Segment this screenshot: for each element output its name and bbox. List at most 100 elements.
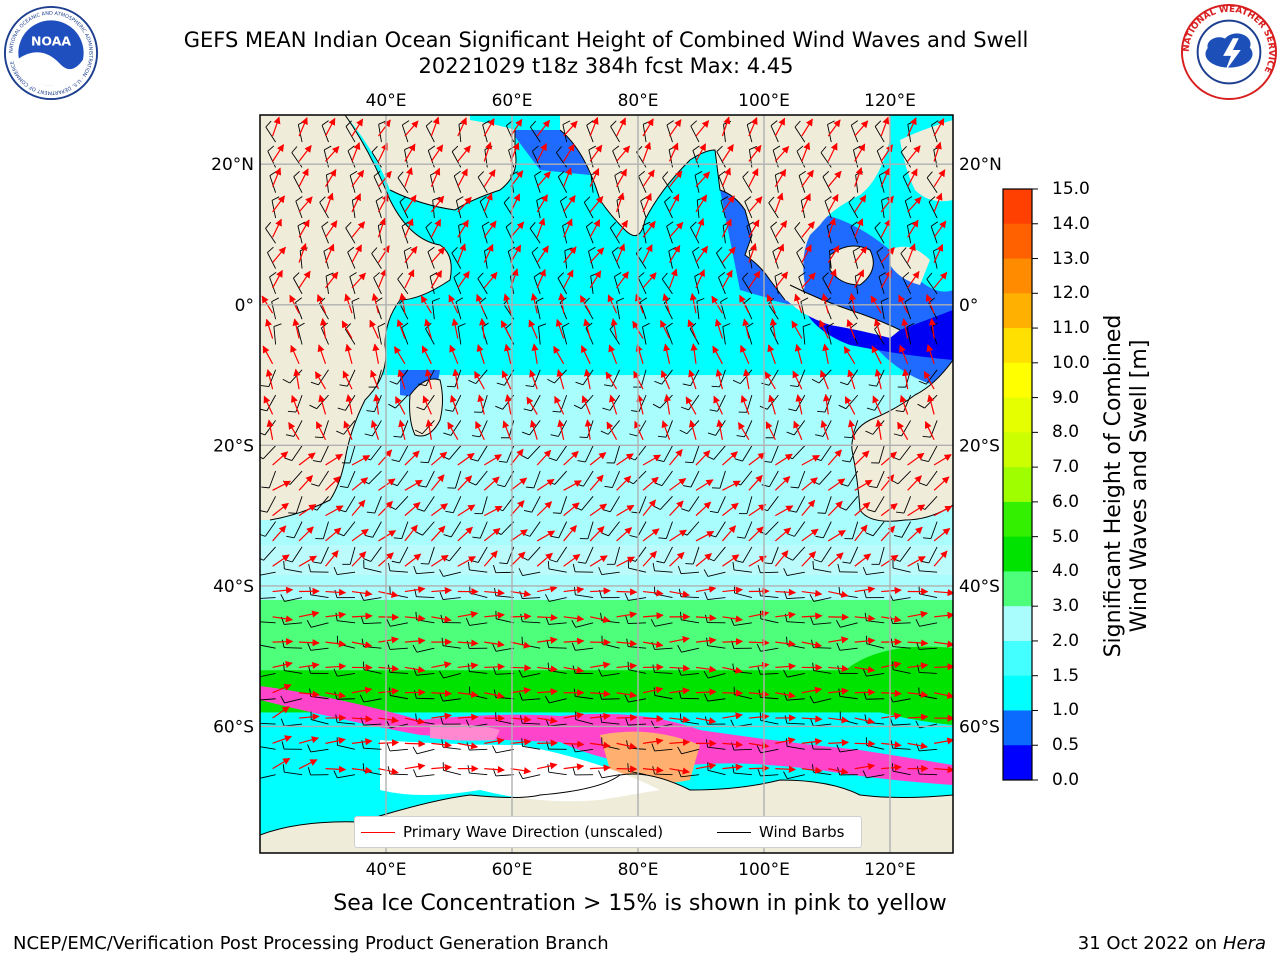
wind-barb-shaft — [458, 124, 462, 143]
wind-barb-flag — [306, 620, 312, 628]
wind-barb-flag — [732, 765, 735, 774]
wind-barb-shaft — [416, 774, 435, 778]
map-legend: Primary Wave Direction (unscaled) Wind B… — [354, 816, 862, 848]
wind-barb-flag — [917, 403, 925, 409]
wind-barb-flag — [492, 666, 497, 675]
wind-barb-flag — [371, 145, 378, 153]
wind-barb-flag — [922, 537, 931, 539]
wind-barb-shaft — [310, 748, 329, 753]
wave-arrow — [928, 317, 936, 339]
wind-barb-shaft — [899, 445, 911, 461]
wave-arrow — [933, 192, 943, 213]
wave-arrow — [457, 610, 479, 618]
wind-barb-flag — [271, 297, 279, 303]
wind-barb-shaft — [399, 546, 409, 564]
wind-barb-flag — [414, 690, 417, 699]
wind-barb-shaft — [454, 369, 462, 387]
wave-arrow — [457, 243, 466, 263]
wave-arrow — [874, 368, 882, 390]
wave-arrow — [424, 368, 432, 390]
wind-barb-flag — [817, 512, 826, 514]
wind-barb-shaft — [349, 175, 356, 193]
wave-arrow — [801, 118, 813, 137]
wind-barb-shaft — [427, 251, 435, 269]
wave-arrow — [616, 527, 633, 542]
wind-barb-flag — [600, 430, 609, 435]
wave-arrow — [801, 589, 823, 597]
wind-barb-shaft — [336, 698, 355, 700]
wave-arrow — [854, 269, 865, 289]
wave-arrow — [854, 218, 864, 238]
wave-arrow — [695, 245, 709, 263]
wave-arrow — [483, 169, 496, 188]
wave-arrow — [933, 169, 946, 188]
wave-arrow — [695, 585, 717, 593]
wind-barb-shaft — [475, 369, 488, 384]
wind-barb-flag — [425, 221, 432, 228]
wave-arrow — [430, 451, 448, 466]
wind-barb-shaft — [633, 470, 647, 485]
wave-arrow — [351, 641, 373, 649]
wave-arrow — [537, 665, 558, 673]
wind-barb-flag — [629, 433, 638, 437]
wind-barb-shaft — [930, 226, 938, 244]
wind-barb-shaft — [337, 774, 356, 779]
wind-barb-shaft — [425, 125, 435, 143]
wind-barb-flag — [467, 561, 470, 570]
wind-barb-flag — [783, 771, 788, 779]
wave-arrow — [589, 219, 601, 238]
colorbar-segment — [1003, 501, 1032, 538]
wind-barb-flag — [465, 719, 470, 728]
wave-arrow — [828, 767, 849, 775]
wave-arrow — [431, 689, 453, 698]
wave-arrow — [563, 143, 575, 162]
wind-barb-flag — [679, 713, 682, 722]
wind-barb-shaft — [686, 521, 700, 536]
wind-barb-flag — [866, 407, 875, 411]
wind-barb-flag — [918, 380, 927, 385]
wind-barb-shaft — [295, 200, 303, 219]
colorbar-segment — [1003, 397, 1032, 433]
wind-barb-shaft — [495, 571, 514, 574]
wind-barb-flag — [440, 716, 444, 725]
wind-barb-flag — [389, 380, 398, 385]
wave-arrow — [695, 171, 711, 188]
wind-barb-flag — [260, 432, 266, 436]
wind-barb-flag — [360, 615, 364, 624]
wind-barb-shaft — [416, 571, 435, 575]
wind-barb-flag — [768, 196, 775, 204]
wind-barb-flag — [709, 510, 718, 514]
wave-arrow — [342, 370, 353, 390]
wind-barb-flag — [575, 381, 584, 386]
wind-barb-flag — [794, 222, 801, 229]
title-line-2: 20221029 t18z 384h fcst Max: 4.45 — [418, 54, 794, 78]
wave-arrow — [396, 319, 406, 339]
wind-barb-flag — [386, 641, 391, 650]
wave-arrow — [457, 526, 473, 542]
wind-barb-shaft — [601, 673, 620, 677]
wind-barb-shaft — [372, 521, 382, 538]
wave-arrow — [616, 662, 638, 670]
wave-arrow — [325, 588, 347, 596]
wave-arrow — [907, 504, 926, 517]
colorbar-tick-label: 9.0 — [1052, 387, 1080, 408]
wind-barb-shaft — [363, 698, 382, 703]
wave-arrow — [791, 320, 803, 339]
wave-arrow — [563, 586, 585, 594]
wind-barb-flag — [783, 669, 788, 678]
wave-arrow — [642, 141, 652, 162]
wave-arrow — [907, 117, 917, 137]
wave-arrow — [775, 662, 797, 671]
wave-arrow — [317, 344, 327, 365]
wind-barb-shaft — [892, 698, 911, 703]
wind-barb-flag — [412, 644, 418, 653]
wave-arrow — [748, 168, 759, 187]
wave-arrow — [685, 396, 697, 415]
wind-barb-shaft — [344, 329, 356, 345]
wind-barb-shaft — [925, 369, 938, 385]
colorbar-tick-label: 1.5 — [1052, 665, 1080, 686]
wave-arrow — [695, 614, 717, 622]
wind-barb-flag — [704, 591, 708, 600]
wind-barb-shaft — [575, 622, 594, 628]
wave-arrow — [642, 640, 664, 648]
